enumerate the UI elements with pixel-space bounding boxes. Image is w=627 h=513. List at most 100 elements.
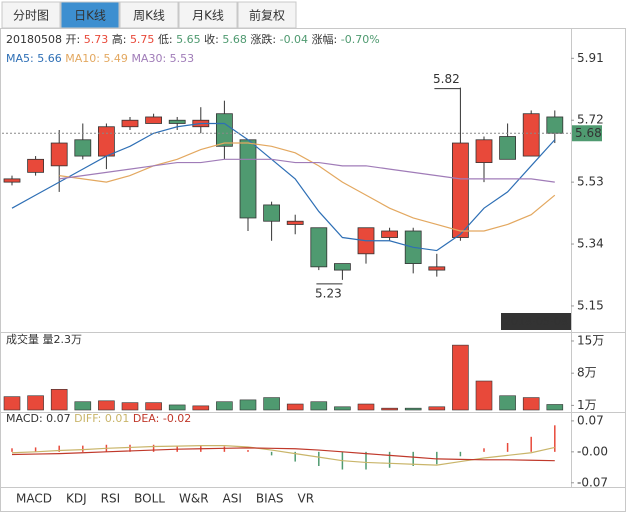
tab[interactable] (178, 1, 238, 29)
volume-bar (286, 403, 304, 411)
y-tick-label: 5.53 (577, 175, 604, 189)
volume-bar (499, 395, 516, 411)
indicator-tab[interactable]: MACD (16, 492, 52, 506)
indicator-tab[interactable]: RSI (101, 492, 121, 506)
quote-date: 20180508 (6, 33, 62, 46)
indicator-line (11, 445, 555, 466)
volume-title: 成交量 (6, 332, 39, 346)
indicator-line (59, 158, 555, 183)
candle-body (215, 113, 233, 147)
quote-low: 5.65 (176, 33, 201, 46)
tab-label[interactable]: 周K线 (133, 9, 165, 23)
candle-body (121, 119, 139, 128)
y-tick-label: 5.15 (577, 298, 604, 312)
volume-bar (475, 380, 493, 411)
candle-body (499, 136, 517, 160)
candle-body (546, 116, 564, 134)
quote-label: 涨跌: (250, 32, 276, 46)
y-tick-label: -0.00 (577, 444, 608, 458)
current-price-badge (572, 125, 602, 142)
volume-bar (546, 404, 564, 411)
volume-bar (98, 400, 115, 411)
y-tick-label: 15万 (577, 333, 604, 347)
tab[interactable] (1, 1, 61, 29)
legend-name: MA10 (65, 52, 96, 65)
legend-sep: : (96, 52, 103, 65)
indicator-tab[interactable]: VR (298, 492, 315, 506)
quote-label: 高: (112, 32, 127, 46)
candle-body (381, 230, 399, 238)
macd-legend: MACD: 0.07 DIFF: 0.01 DEA: -0.02 (6, 412, 191, 425)
y-tick-label: 5.72 (577, 113, 604, 127)
indicator-tab[interactable]: BOLL (134, 492, 165, 506)
tab-label[interactable]: 分时图 (13, 9, 49, 23)
legend-sep: : (30, 52, 37, 65)
tab[interactable] (60, 1, 120, 29)
quote-label: 开: (66, 33, 81, 46)
volume-bar (522, 397, 540, 411)
quote-open: 5.73 (84, 33, 109, 46)
legend-value: 5.66 (37, 52, 62, 65)
volume-bar (145, 402, 162, 411)
volume-bar (121, 402, 139, 411)
legend-name: MA5 (6, 52, 30, 65)
candle-body (239, 139, 257, 219)
tab-label[interactable]: 月K线 (192, 9, 224, 23)
current-price: 5.68 (575, 126, 602, 140)
date-badge (501, 313, 571, 330)
volume-bar (404, 407, 422, 411)
indicator-line (11, 447, 555, 462)
quote-label: 低: (158, 33, 173, 46)
volume-bar (192, 405, 210, 411)
volume-bar (381, 407, 398, 411)
y-tick-label: 1万 (577, 398, 597, 412)
candle-body (50, 142, 68, 167)
y-tick-label: 5.34 (577, 237, 604, 251)
candle-body (286, 220, 304, 225)
candle-body (333, 263, 351, 271)
candle-body (168, 119, 186, 124)
volume-bar (3, 396, 21, 411)
volume-bar (310, 401, 328, 411)
legend-sep: : (162, 52, 169, 65)
frame (0, 28, 626, 512)
date-label: 2018-05-08 (504, 315, 568, 328)
legend-value: 5.53 (170, 52, 195, 65)
tab[interactable] (119, 1, 179, 29)
volume-bar (334, 406, 351, 411)
legend-name: MA30 (131, 52, 162, 65)
candle-body (428, 266, 446, 271)
y-tick-label: 0.07 (577, 413, 604, 427)
candle-body (263, 204, 281, 222)
volume-bar (263, 397, 280, 411)
quote-label: 收: (204, 32, 219, 46)
y-tick-label: -0.07 (577, 475, 608, 489)
tab-label[interactable]: 日K线 (74, 9, 106, 23)
indicator-line (11, 122, 556, 252)
volume-bar (27, 395, 44, 411)
candle-body (310, 227, 328, 268)
quote-line: 20180508 开: 5.73 高: 5.75 低: 5.65 收: 5.68… (6, 32, 380, 46)
volume-subtitle: 量2.3万 (43, 333, 83, 346)
legend-entry: MACD: 0.07 (6, 412, 71, 425)
volume-bar (239, 399, 257, 411)
tab[interactable] (237, 1, 297, 29)
indicator-tab[interactable]: KDJ (66, 492, 87, 506)
tab-label[interactable]: 前复权 (249, 8, 285, 23)
indicator-line (59, 142, 556, 232)
quote-change: -0.04 (280, 33, 308, 46)
quote-close: 5.68 (222, 33, 247, 46)
legend-value: 5.49 (103, 52, 128, 65)
indicator-tab[interactable]: W&R (179, 492, 209, 506)
volume-bar (74, 401, 92, 411)
y-tick-label: 5.91 (577, 51, 604, 65)
volume-header: 成交量 量2.3万 (6, 332, 82, 346)
indicator-tab[interactable]: ASI (223, 492, 242, 506)
candle-body (145, 116, 163, 124)
candle-body (98, 126, 115, 157)
indicator-tab[interactable]: BIAS (256, 492, 284, 506)
volume-bar (216, 401, 233, 411)
quote-pct: -0.70% (341, 33, 380, 46)
high-label: 5.82 (433, 72, 460, 86)
